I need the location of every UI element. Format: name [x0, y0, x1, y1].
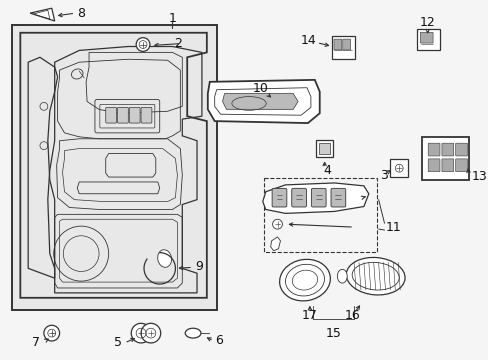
Text: 7: 7 — [32, 337, 40, 350]
Ellipse shape — [185, 328, 201, 338]
Ellipse shape — [337, 269, 346, 283]
Text: 8: 8 — [77, 6, 85, 20]
Text: 6: 6 — [214, 333, 222, 347]
Ellipse shape — [157, 250, 171, 267]
FancyBboxPatch shape — [105, 107, 116, 123]
Text: 14: 14 — [301, 34, 316, 47]
FancyBboxPatch shape — [427, 159, 439, 172]
Text: 16: 16 — [344, 309, 359, 322]
Circle shape — [136, 38, 150, 51]
FancyBboxPatch shape — [271, 188, 286, 207]
FancyBboxPatch shape — [141, 107, 152, 123]
Circle shape — [141, 323, 161, 343]
Text: 2: 2 — [174, 37, 182, 50]
FancyBboxPatch shape — [455, 143, 467, 156]
FancyBboxPatch shape — [330, 188, 345, 207]
FancyBboxPatch shape — [441, 143, 453, 156]
FancyBboxPatch shape — [291, 188, 306, 207]
Text: 4: 4 — [323, 164, 331, 177]
Circle shape — [272, 219, 282, 229]
FancyBboxPatch shape — [416, 29, 440, 50]
Polygon shape — [207, 80, 319, 123]
Text: 9: 9 — [195, 260, 203, 273]
FancyBboxPatch shape — [420, 32, 432, 43]
FancyBboxPatch shape — [389, 159, 407, 177]
Text: 15: 15 — [325, 327, 341, 339]
FancyBboxPatch shape — [331, 36, 354, 59]
Polygon shape — [270, 237, 280, 251]
Polygon shape — [222, 94, 298, 109]
Text: 1: 1 — [168, 12, 176, 24]
Circle shape — [44, 325, 60, 341]
Ellipse shape — [279, 259, 330, 301]
FancyBboxPatch shape — [333, 39, 341, 50]
Circle shape — [131, 323, 151, 343]
FancyBboxPatch shape — [311, 188, 325, 207]
Text: 11: 11 — [385, 221, 401, 234]
Text: 17: 17 — [302, 309, 317, 322]
FancyBboxPatch shape — [421, 137, 468, 180]
Text: 3: 3 — [380, 168, 387, 181]
Ellipse shape — [346, 257, 404, 295]
FancyBboxPatch shape — [342, 39, 350, 50]
FancyBboxPatch shape — [129, 107, 140, 123]
Text: 13: 13 — [471, 170, 487, 183]
FancyBboxPatch shape — [315, 140, 333, 157]
FancyBboxPatch shape — [117, 107, 128, 123]
FancyBboxPatch shape — [319, 143, 329, 154]
FancyBboxPatch shape — [13, 25, 216, 310]
Polygon shape — [30, 8, 55, 21]
Text: 5: 5 — [114, 337, 122, 350]
FancyBboxPatch shape — [455, 159, 467, 172]
Polygon shape — [262, 183, 368, 213]
FancyBboxPatch shape — [427, 143, 439, 156]
Text: 12: 12 — [419, 17, 435, 30]
FancyBboxPatch shape — [441, 159, 453, 172]
Text: 10: 10 — [252, 82, 268, 95]
